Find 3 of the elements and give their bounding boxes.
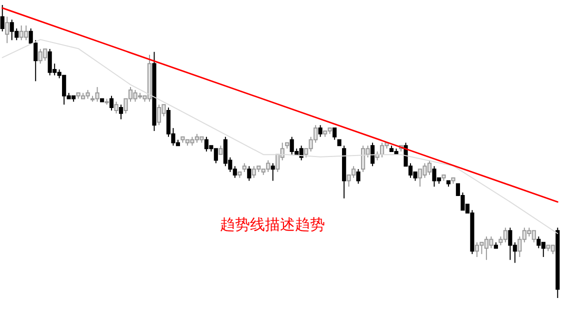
candlestick — [5, 16, 10, 44]
candlestick — [152, 51, 156, 132]
annotation: 趋势线描述趋势 — [220, 216, 325, 234]
